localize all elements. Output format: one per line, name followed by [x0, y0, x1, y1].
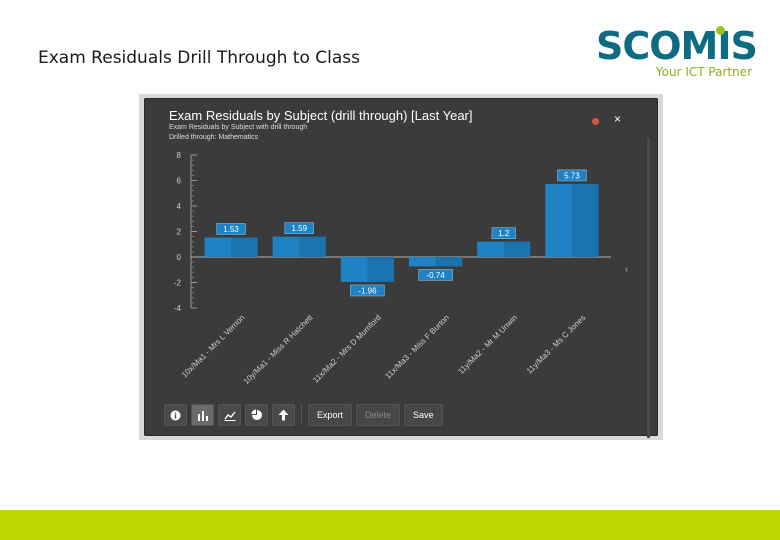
data-label: 5.73 [564, 171, 580, 180]
x-tick-label: 11x/Ma2 - Mrs D Mumford [311, 313, 383, 385]
y-tick-label: 0 [177, 253, 182, 262]
chart-toolbar: Export Delete Save [164, 404, 443, 426]
bar-shade [231, 237, 258, 257]
chart-title: Exam Residuals by Subject (drill through… [169, 108, 473, 123]
data-label: 1.53 [223, 225, 239, 234]
bar-chart-icon[interactable] [191, 404, 214, 426]
export-button[interactable]: Export [308, 404, 353, 426]
drilled-through-label: Drilled through: Mathematics [169, 134, 259, 141]
data-label-bg [491, 227, 516, 239]
bar-chart: 8 6 4 2 0 -2 -4 1.53 10x/Ma1 - Mrs L Vernon 1.59 1… [174, 151, 611, 387]
panel-scrollbar[interactable] [647, 138, 650, 438]
chart-frame: Exam Residuals by Subject (drill through… [139, 94, 663, 440]
bar[interactable] [408, 257, 463, 267]
toolbar-divider [301, 404, 302, 424]
line-chart-icon[interactable] [218, 404, 241, 426]
data-label-bg [216, 223, 246, 235]
data-label-bg [350, 284, 385, 297]
y-tick-label: 6 [177, 177, 182, 186]
y-tick-label: 8 [177, 151, 182, 160]
logo-wordmark: SCOMIS [596, 24, 758, 68]
pie-chart-icon[interactable] [245, 404, 268, 426]
y-tick-label: 4 [177, 202, 182, 211]
collapse-arrow-icon[interactable]: ‹ [625, 264, 628, 274]
save-button[interactable]: Save [404, 404, 443, 426]
up-arrow-icon[interactable] [272, 404, 295, 426]
data-label-bg [557, 169, 587, 182]
pin-icon[interactable] [592, 118, 599, 125]
x-tick-label: 10y/Ma1 - Miss R Hatchett [242, 313, 316, 387]
logo-dot [716, 26, 725, 35]
y-tick-label: 2 [177, 228, 182, 237]
data-label: 1.2 [498, 229, 510, 238]
x-tick-label: 10x/Ma1 - Mrs L Vernon [180, 313, 247, 380]
x-tick-label: 11x/Ma3 - Miss F Burton [383, 313, 451, 381]
close-icon[interactable]: × [614, 112, 622, 126]
bar-shade [503, 241, 531, 257]
x-tick-label: 11y/Ma3 - Ms C Jones [525, 313, 588, 376]
data-label: 1.59 [291, 224, 307, 233]
bar[interactable] [545, 183, 599, 257]
bar[interactable] [272, 236, 326, 257]
chart-panel: Exam Residuals by Subject (drill through… [144, 98, 658, 438]
bar-shade [367, 257, 395, 282]
page-title: Exam Residuals Drill Through to Class [38, 48, 361, 68]
bar[interactable] [340, 257, 395, 282]
x-tick-label: 11y/Ma2 - Mr M Unwin [456, 313, 519, 376]
scomis-logo: SCOMIS Your ICT Partner [596, 24, 758, 82]
data-label-bg [418, 269, 453, 281]
bar-shade [299, 236, 326, 257]
y-tick-label: -2 [174, 279, 182, 288]
bar-shade [571, 183, 599, 257]
info-icon[interactable] [164, 404, 187, 426]
y-tick-label: -4 [174, 304, 182, 313]
footer-accent-bar [0, 510, 780, 540]
bar[interactable] [477, 241, 531, 257]
bar-shade [435, 257, 463, 267]
delete-button[interactable]: Delete [356, 404, 401, 426]
chart-subtitle: Exam Residuals by Subject with drill thr… [169, 124, 308, 131]
bar[interactable] [204, 237, 258, 257]
data-label: -0.74 [426, 271, 445, 280]
logo-tagline: Your ICT Partner [655, 65, 752, 79]
data-label: -1.96 [358, 286, 377, 295]
data-label-bg [284, 222, 314, 234]
